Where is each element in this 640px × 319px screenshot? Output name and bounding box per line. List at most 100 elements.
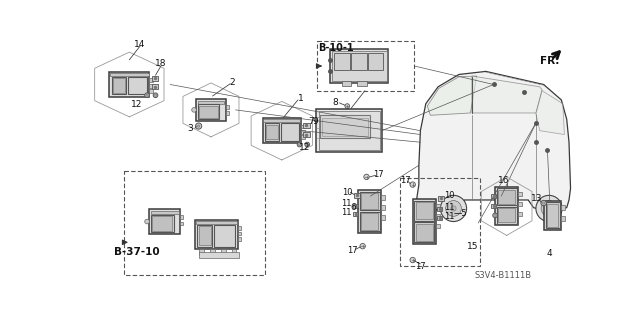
Circle shape	[536, 195, 562, 221]
Bar	[110, 73, 148, 76]
Bar	[498, 208, 515, 222]
Circle shape	[192, 108, 196, 112]
Bar	[518, 202, 522, 206]
Bar	[354, 193, 360, 198]
Bar	[196, 99, 225, 121]
Bar	[199, 226, 211, 245]
Bar	[491, 194, 496, 198]
Bar	[381, 195, 385, 200]
Bar	[498, 190, 515, 204]
Text: 10: 10	[444, 191, 454, 200]
Circle shape	[196, 123, 202, 129]
Polygon shape	[428, 76, 477, 115]
Bar	[152, 76, 158, 81]
Bar	[214, 225, 236, 247]
Text: 9: 9	[312, 117, 318, 126]
Text: 15: 15	[467, 242, 479, 251]
Bar	[351, 53, 367, 70]
Bar	[263, 119, 300, 122]
Circle shape	[541, 200, 547, 206]
Text: 1: 1	[298, 94, 304, 103]
Polygon shape	[536, 91, 564, 135]
Bar	[360, 212, 380, 231]
Circle shape	[445, 201, 461, 216]
Bar	[128, 77, 147, 94]
Bar	[334, 53, 349, 70]
Text: 17: 17	[348, 246, 358, 255]
Bar	[301, 135, 305, 139]
Bar	[301, 124, 305, 128]
Bar	[353, 212, 358, 216]
Bar	[152, 85, 158, 89]
Text: 11: 11	[341, 199, 352, 208]
Bar	[180, 221, 183, 226]
Bar	[317, 41, 414, 91]
Text: 2: 2	[229, 78, 235, 87]
Bar	[266, 124, 278, 139]
Circle shape	[493, 213, 497, 218]
Bar	[232, 249, 236, 256]
Bar	[303, 123, 310, 128]
Circle shape	[154, 94, 157, 96]
Polygon shape	[472, 76, 542, 113]
Bar	[413, 199, 436, 244]
Bar	[124, 172, 265, 275]
Text: FR.: FR.	[540, 56, 559, 66]
Bar	[237, 226, 241, 230]
Bar	[436, 224, 440, 228]
Text: 17: 17	[400, 176, 410, 185]
Bar	[200, 252, 239, 258]
Bar	[381, 205, 385, 210]
Circle shape	[145, 219, 149, 224]
Circle shape	[364, 174, 369, 180]
Bar	[320, 115, 371, 138]
Bar	[237, 232, 241, 235]
Bar	[198, 225, 212, 247]
Circle shape	[547, 206, 552, 211]
Bar	[436, 214, 440, 219]
Bar	[438, 196, 444, 201]
Bar	[353, 204, 358, 208]
Bar	[546, 202, 560, 228]
Bar	[332, 51, 387, 81]
Circle shape	[298, 143, 301, 146]
Bar	[149, 78, 153, 82]
Bar	[281, 123, 299, 141]
Circle shape	[360, 243, 365, 249]
Bar	[149, 89, 153, 93]
Circle shape	[451, 206, 456, 211]
Text: 17: 17	[372, 170, 383, 179]
Bar	[357, 81, 367, 86]
Bar	[358, 190, 381, 233]
Bar	[495, 187, 518, 226]
Bar	[109, 72, 149, 97]
Bar	[330, 49, 388, 83]
Bar	[416, 202, 433, 219]
Bar	[196, 221, 237, 224]
Text: B-37-10: B-37-10	[114, 247, 160, 257]
Bar	[381, 215, 385, 219]
Bar	[198, 101, 224, 104]
Text: 16: 16	[498, 176, 509, 185]
Bar	[497, 189, 516, 205]
Bar	[416, 224, 433, 241]
Text: 8: 8	[333, 99, 339, 108]
Text: 17: 17	[415, 262, 426, 271]
Bar	[319, 111, 380, 150]
Text: 11: 11	[444, 203, 454, 212]
Text: 13: 13	[531, 194, 543, 203]
Bar	[151, 215, 174, 232]
Circle shape	[440, 195, 467, 221]
Bar	[149, 209, 180, 234]
Bar	[561, 205, 565, 210]
Text: 6: 6	[351, 203, 356, 212]
Bar	[221, 249, 225, 256]
Circle shape	[153, 93, 158, 98]
Bar	[547, 204, 558, 227]
Bar	[262, 118, 301, 143]
Bar	[360, 192, 380, 210]
Text: —5: —5	[454, 209, 467, 218]
Circle shape	[345, 104, 349, 108]
Bar	[399, 178, 481, 266]
Bar	[414, 201, 435, 221]
